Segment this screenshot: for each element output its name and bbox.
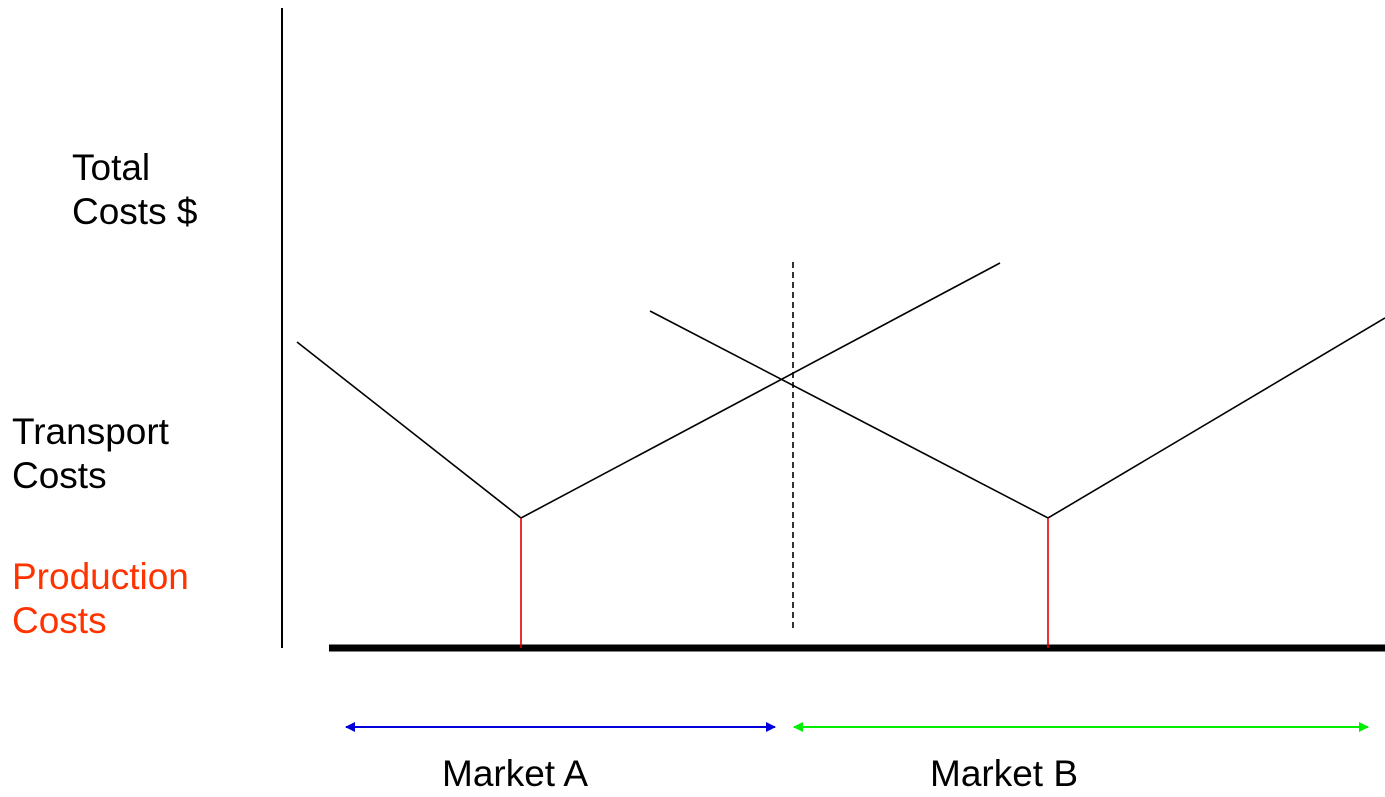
total-costs-label: Total Costs $ — [72, 146, 197, 234]
transport-costs-label-line1: Transport — [12, 411, 169, 452]
market-a-label: Market A — [442, 753, 588, 794]
transport-costs-label: Transport Costs — [12, 410, 169, 498]
total-costs-label-line1: Total — [72, 147, 151, 188]
market-a-cost-curve — [296, 262, 1001, 519]
market-b-cost-curve — [649, 310, 1385, 519]
production-costs-label-line1: Production — [12, 556, 189, 597]
production-costs-label-line2: Costs — [12, 600, 107, 641]
transport-costs-label-line2: Costs — [12, 455, 107, 496]
production-costs-label: Production Costs — [12, 555, 189, 643]
market-b-label: Market B — [930, 753, 1079, 794]
total-costs-label-line2: Costs $ — [72, 191, 198, 232]
